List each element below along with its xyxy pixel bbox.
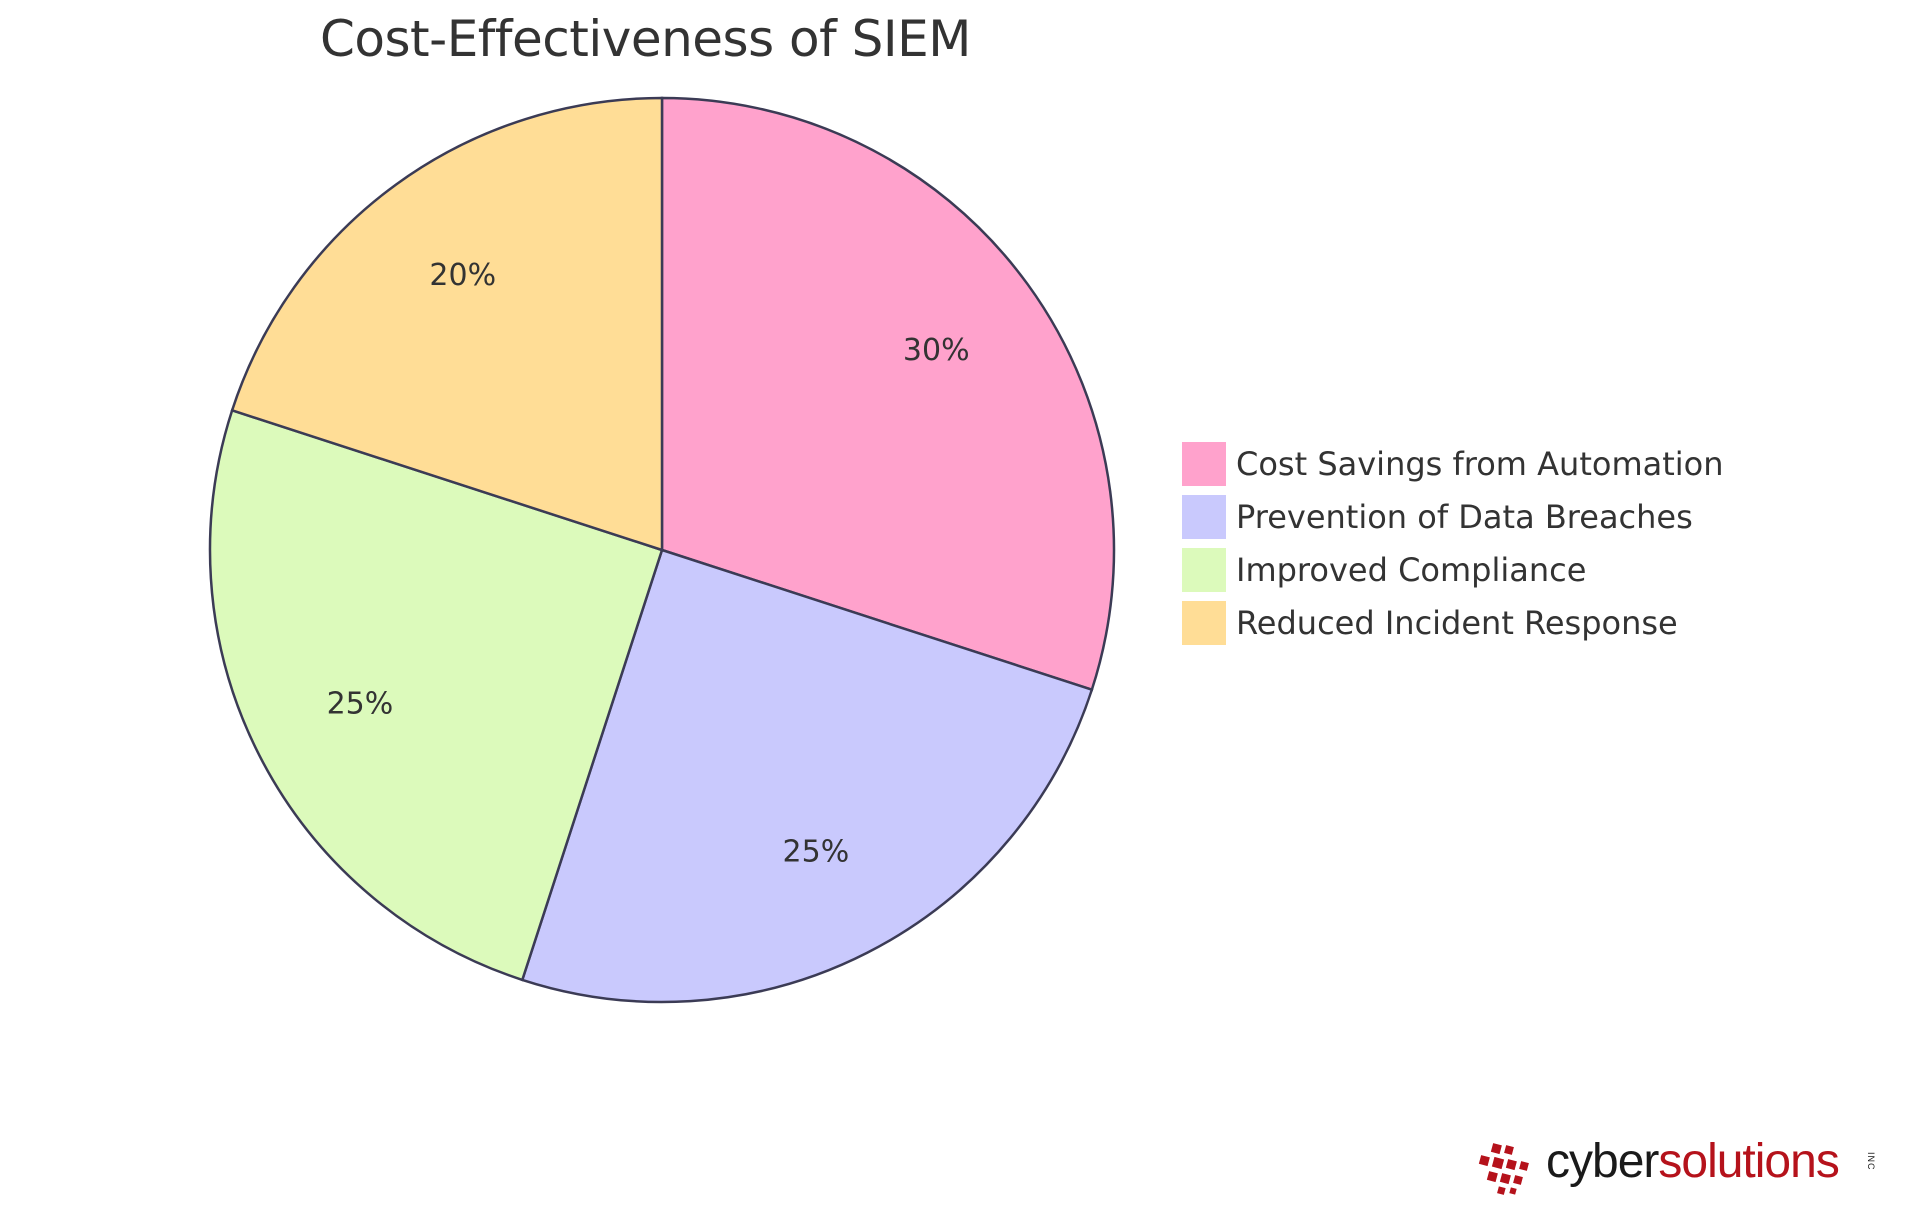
legend-swatch	[1182, 600, 1226, 645]
legend-item: Cost Savings from Automation	[1182, 437, 1724, 490]
logo-text-solutions: solutions	[1658, 1135, 1839, 1188]
pie-slice	[520, 548, 1094, 1004]
logo-text-cyber: cyber	[1546, 1135, 1659, 1188]
legend-label: Reduced Incident Response	[1236, 603, 1678, 642]
legend-item: Improved Compliance	[1182, 543, 1724, 596]
slice-label: 20%	[429, 258, 496, 293]
legend-swatch	[1182, 494, 1226, 539]
pie-slice	[208, 408, 664, 982]
chart-title: Cost-Effectiveness of SIEM	[320, 10, 971, 68]
slice-label: 30%	[903, 333, 970, 368]
logo-wordmark: cybersolutions	[1546, 1134, 1840, 1189]
legend-label: Cost Savings from Automation	[1236, 444, 1724, 483]
legend-item: Prevention of Data Breaches	[1182, 490, 1724, 543]
legend-label: Improved Compliance	[1236, 550, 1587, 589]
slice-label: 25%	[783, 835, 850, 870]
chart-legend: Cost Savings from Automation Prevention …	[1182, 437, 1724, 649]
logo-squares-icon	[1478, 1143, 1529, 1195]
slice-label: 25%	[327, 686, 394, 721]
legend-swatch	[1182, 547, 1226, 592]
legend-swatch	[1182, 441, 1226, 486]
legend-label: Prevention of Data Breaches	[1236, 497, 1693, 536]
logo-inc: INC	[1866, 1152, 1876, 1171]
pie-slice	[230, 96, 664, 552]
legend-item: Reduced Incident Response	[1182, 596, 1724, 649]
pie-slice	[660, 96, 1116, 692]
